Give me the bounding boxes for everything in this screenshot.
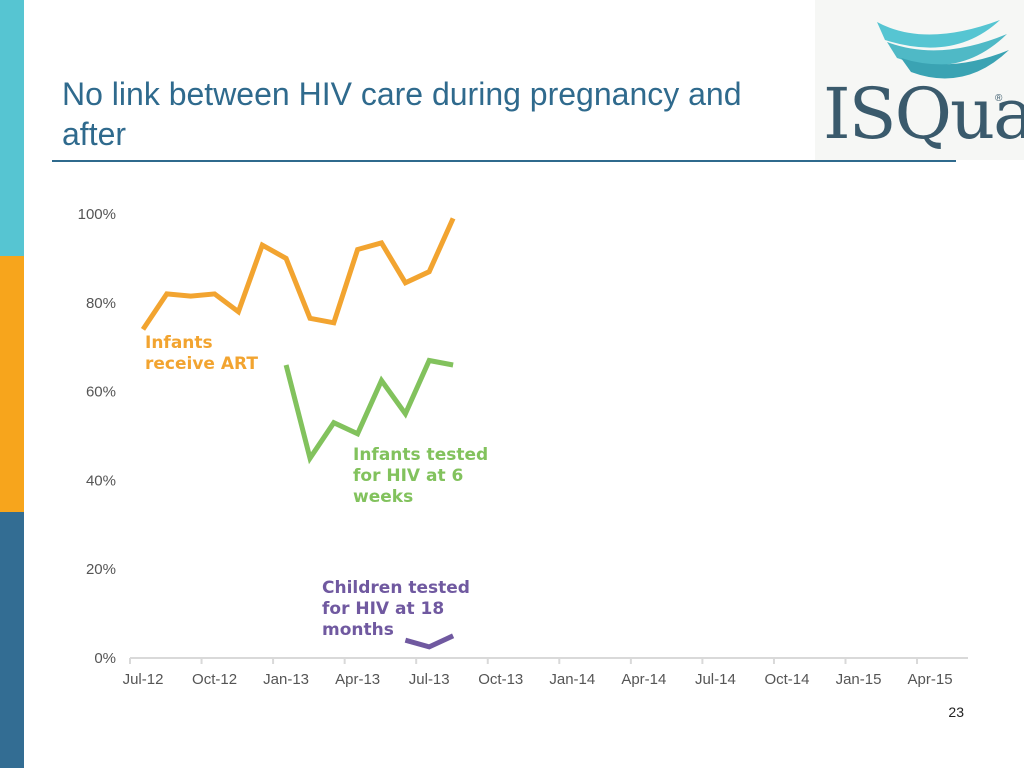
- y-tick-label: 60%: [86, 384, 116, 401]
- x-tick-label: Oct-13: [478, 671, 523, 688]
- accent-bar-blue: [0, 512, 24, 768]
- series-label: Children tested: [322, 578, 470, 598]
- accent-bar-teal: [0, 0, 24, 256]
- series-label: weeks: [353, 487, 413, 507]
- x-tick-label: Jan-15: [836, 671, 882, 688]
- isqua-logo: [815, 0, 1024, 160]
- series-line-1: [283, 357, 454, 465]
- y-tick-label: 0%: [94, 650, 116, 667]
- accent-bar-orange: [0, 256, 24, 512]
- series-line-0: [140, 217, 456, 331]
- isqua-wave-logo-icon: [877, 20, 1009, 79]
- logo-text: ISQua: [823, 73, 1024, 155]
- series-label: Infants tested: [353, 445, 488, 465]
- y-tick-label: 20%: [86, 561, 116, 578]
- series-label: Infants: [145, 333, 213, 353]
- page-number: 23: [948, 704, 964, 720]
- series-label: for HIV at 6: [353, 466, 463, 486]
- x-tick-label: Oct-12: [192, 671, 237, 688]
- series-label: for HIV at 18: [322, 599, 444, 619]
- x-tick-label: Apr-13: [335, 671, 380, 688]
- x-tick-label: Oct-14: [764, 671, 809, 688]
- series-line-2: [404, 633, 455, 650]
- x-tick-label: Jul-13: [409, 671, 450, 688]
- y-tick-label: 100%: [78, 206, 116, 223]
- y-tick-label: 40%: [86, 472, 116, 489]
- x-tick-label: Jan-14: [549, 671, 595, 688]
- series-label: months: [322, 620, 394, 640]
- x-tick-label: Jan-13: [263, 671, 309, 688]
- x-tick-label: Jul-14: [695, 671, 736, 688]
- x-tick-label: Apr-15: [908, 671, 953, 688]
- slide-title: No link between HIV care during pregnanc…: [62, 76, 742, 152]
- x-tick-label: Apr-14: [621, 671, 666, 688]
- logo-registered-mark: ®: [995, 93, 1003, 104]
- y-tick-label: 80%: [86, 295, 116, 312]
- series-label: receive ART: [145, 354, 258, 374]
- title-divider: [52, 160, 956, 162]
- x-tick-label: Jul-12: [123, 671, 164, 688]
